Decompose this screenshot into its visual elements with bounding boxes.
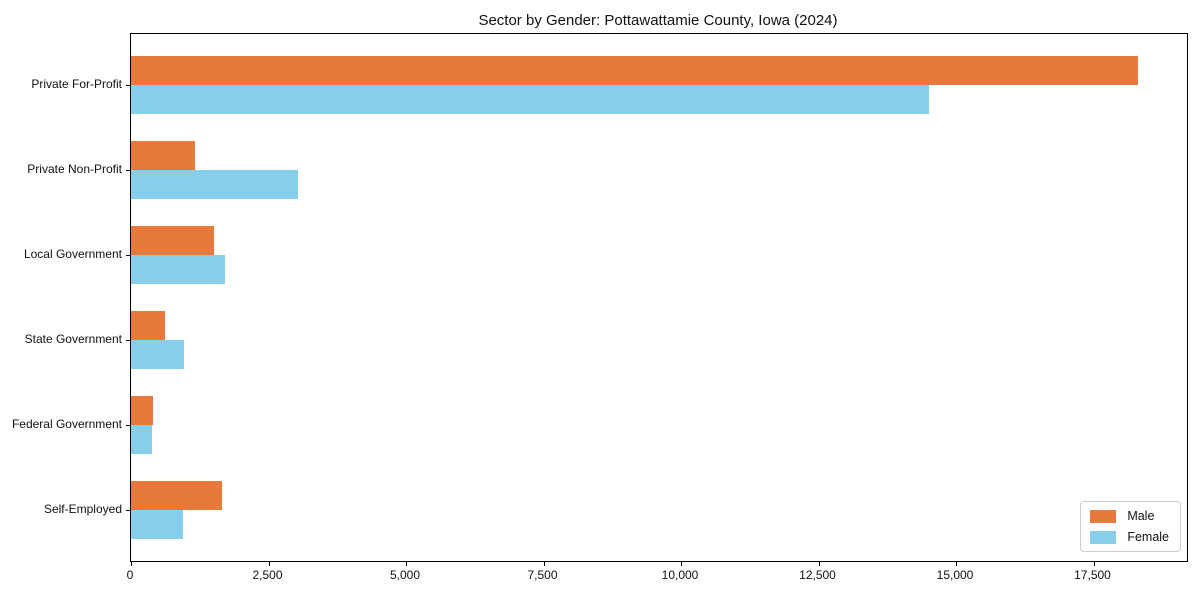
y-tick-mark: [126, 510, 131, 511]
x-tick-mark: [268, 561, 270, 566]
y-tick-mark: [126, 85, 131, 86]
legend-item-female: Female: [1090, 530, 1169, 544]
x-axis-tick-label: 5,000: [389, 568, 421, 582]
plot-area: Male Female: [126, 33, 1188, 566]
bar-female-4: [131, 340, 184, 369]
y-tick-mark: [126, 170, 131, 171]
bar-female-5: [131, 425, 152, 454]
x-axis-tick-label: 2,500: [252, 568, 283, 582]
x-tick-mark: [818, 561, 820, 566]
bar-male-3: [131, 226, 214, 255]
x-axis-tick-label: 12,500: [799, 568, 836, 582]
y-axis-category-label: Self-Employed: [43, 502, 122, 516]
y-axis-category-label: Private For-Profit: [31, 77, 122, 91]
bar-female-1: [131, 85, 929, 114]
x-tick-mark: [1093, 561, 1095, 566]
y-axis-category-label: Private Non-Profit: [27, 162, 122, 176]
x-tick-mark: [406, 561, 407, 566]
x-tick-mark: [131, 561, 132, 566]
bar-female-3: [131, 255, 225, 284]
x-tick-mark: [543, 561, 545, 566]
x-axis-tick-label: 10,000: [661, 568, 699, 582]
bar-male-1: [131, 56, 1138, 85]
bar-male-5: [131, 396, 153, 425]
y-axis-category-label: Local Government: [23, 247, 122, 261]
bar-female-6: [131, 510, 183, 539]
bar-male-2: [131, 141, 195, 170]
y-tick-mark: [126, 340, 131, 341]
x-axis-tick-label: 0: [126, 568, 134, 582]
legend-swatch-female: [1090, 530, 1117, 544]
x-tick-mark: [956, 561, 957, 566]
bar-male-6: [131, 481, 222, 510]
legend-label-male: Male: [1127, 509, 1155, 523]
bar-male-4: [131, 311, 166, 340]
legend-swatch-male: [1090, 509, 1117, 523]
y-axis-category-label: Federal Government: [11, 417, 122, 431]
legend-label-female: Female: [1127, 530, 1169, 544]
legend-item-male: Male: [1090, 509, 1169, 523]
x-axis-tick-label: 15,000: [936, 568, 974, 582]
y-tick-mark: [126, 425, 131, 426]
y-axis-category-label: State Government: [24, 332, 122, 346]
x-tick-mark: [681, 561, 682, 566]
y-tick-mark: [126, 255, 131, 256]
bar-female-2: [131, 170, 299, 199]
chart-title: Sector by Gender: Pottawattamie County, …: [478, 12, 838, 29]
x-axis-tick-label: 7,500: [527, 568, 558, 582]
x-axis-tick-label: 17,500: [1074, 568, 1111, 582]
legend: Male Female: [1080, 501, 1181, 552]
